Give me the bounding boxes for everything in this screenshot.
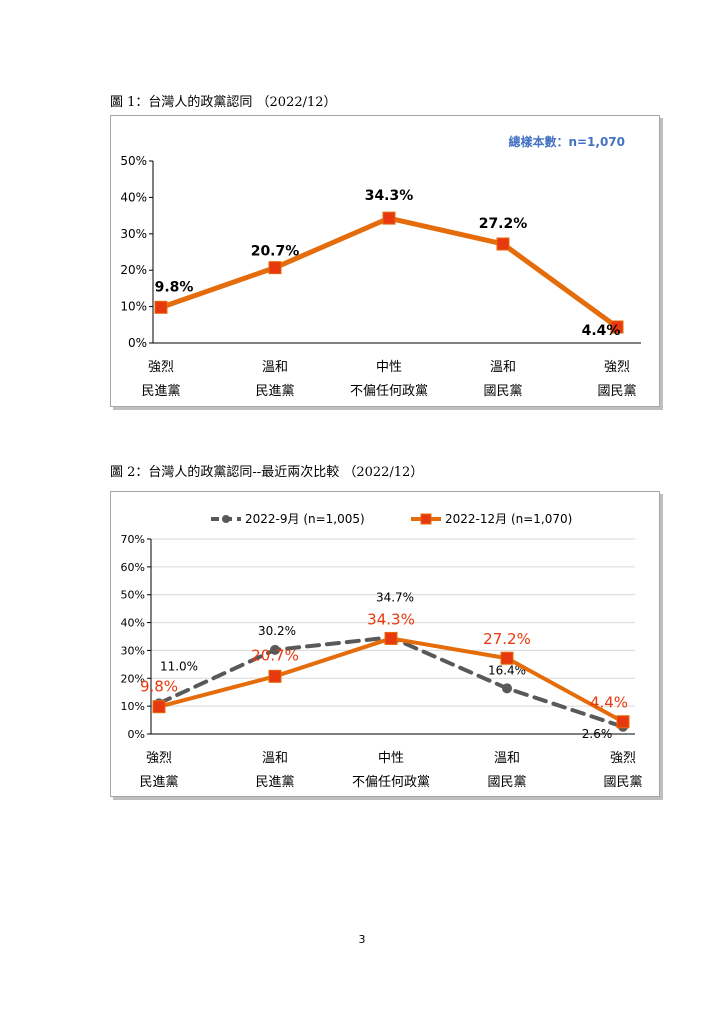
y-tick-label: 30% [121, 644, 145, 657]
data-label: 9.8% [140, 678, 178, 696]
series-line [158, 215, 620, 330]
x-category-label-line2: 民進黨 [255, 384, 294, 399]
legend-label: 2022-9月 (n=1,005) [245, 512, 365, 526]
legend-marker [420, 513, 432, 525]
data-point [610, 320, 624, 334]
data-label: 30.2% [258, 624, 296, 638]
y-tick-label: 70% [121, 533, 145, 546]
x-category-label-line1: 溫和 [262, 360, 288, 375]
y-tick-label: 50% [121, 589, 145, 602]
data-label: 34.3% [367, 610, 415, 628]
y-tick-label: 40% [121, 617, 145, 630]
y-tick-label: 20% [120, 263, 147, 277]
y-tick-label: 50% [120, 154, 147, 168]
data-point [382, 211, 396, 225]
x-category-label-line2: 國民黨 [597, 384, 636, 399]
x-category-label-line2: 國民黨 [483, 384, 522, 399]
data-label: 11.0% [160, 659, 198, 673]
x-category-label-line1: 強烈 [148, 360, 174, 375]
data-point [268, 261, 282, 275]
y-tick-label: 60% [121, 561, 145, 574]
y-tick-label: 40% [120, 190, 147, 204]
y-tick-label: 0% [128, 336, 147, 350]
x-category-label-line1: 溫和 [262, 751, 288, 766]
data-label: 2.6% [582, 727, 613, 741]
data-point [384, 631, 398, 645]
x-category-label-line2: 民進黨 [139, 775, 178, 790]
x-category-label-line2: 不偏任何政黨 [350, 383, 428, 399]
x-category-label-line1: 溫和 [494, 751, 520, 766]
y-tick-label: 10% [120, 300, 147, 314]
series-line [157, 636, 625, 724]
x-category-label-line2: 國民黨 [487, 775, 526, 790]
y-tick-label: 30% [120, 227, 147, 241]
data-label: 34.3% [365, 188, 414, 204]
page-number: 3 [358, 933, 366, 946]
figure-2-caption: 圖 2：台灣人的政黨認同--最近兩次比較 （2022/12） [110, 465, 424, 480]
data-label: 27.2% [479, 216, 528, 232]
data-label: 27.2% [483, 630, 531, 648]
data-label: 20.7% [251, 244, 300, 260]
figure-1-caption: 圖 1：台灣人的政黨認同 （2022/12） [110, 95, 337, 110]
x-category-label-line2: 民進黨 [141, 384, 180, 399]
data-point [616, 715, 630, 729]
data-point [500, 651, 514, 665]
chart-2: 2022-9月 (n=1,005) 2022-12月 (n=1,070) 0% 10%… [121, 512, 643, 790]
data-label: 34.7% [376, 590, 414, 604]
data-point [502, 683, 512, 694]
x-category-label-line1: 溫和 [490, 360, 516, 375]
y-tick-label: 10% [121, 700, 145, 713]
chart-1-frame: 總樣本數：n=1,070 0% 10% 20% 30% 40% 50% 強烈民進黨 溫和民進黨 中… [110, 115, 660, 407]
data-point [496, 237, 510, 251]
legend-label: 2022-12月 (n=1,070) [445, 512, 572, 526]
data-label: 16.4% [488, 663, 526, 677]
data-point [270, 644, 280, 655]
data-label: 9.8% [155, 279, 194, 295]
y-tick-label: 0% [128, 728, 145, 741]
legend-marker [222, 515, 230, 523]
data-point [154, 300, 168, 314]
data-point [268, 669, 282, 683]
x-category-label-line1: 強烈 [146, 751, 172, 766]
sample-size-note: 總樣本數：n=1,070 [508, 134, 625, 149]
x-category-label-line1: 強烈 [610, 751, 636, 766]
x-category-label-line2: 不偏任何政黨 [352, 774, 430, 790]
data-label: 20.7% [251, 646, 299, 664]
x-category-label-line1: 中性 [376, 360, 402, 375]
data-label: 4.4% [590, 694, 628, 712]
chart-2-frame: 2022-9月 (n=1,005) 2022-12月 (n=1,070) 0% 10%… [110, 491, 660, 797]
x-category-label-line1: 強烈 [604, 360, 630, 375]
x-category-label-line1: 中性 [378, 751, 404, 766]
x-category-label-line2: 國民黨 [603, 775, 642, 790]
x-category-label-line2: 民進黨 [255, 775, 294, 790]
y-tick-label: 20% [121, 672, 145, 685]
data-label: 4.4% [582, 323, 621, 339]
data-point [152, 700, 166, 714]
